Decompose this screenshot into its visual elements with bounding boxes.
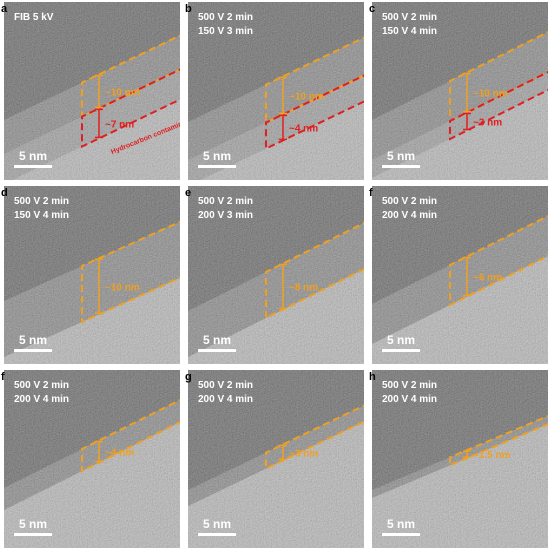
condition: 500 V 2 min — [198, 12, 253, 23]
measurement: ~3 nm — [473, 118, 502, 129]
scale-label: 5 nm — [387, 333, 415, 347]
dashed-band — [449, 414, 548, 467]
noise — [372, 186, 548, 364]
condition: 500 V 2 min — [14, 380, 69, 391]
measurement: ~7 nm — [105, 119, 134, 130]
panel: ~8 nm e 500 V 2 min 200 V 3 min 5 nm — [185, 186, 364, 364]
scale-bar — [198, 349, 236, 352]
scale-bar — [14, 165, 52, 168]
condition: 150 V 4 min — [382, 26, 437, 37]
condition: 200 V 4 min — [198, 394, 253, 405]
dashed-band — [81, 68, 180, 149]
scale-bar — [382, 533, 420, 536]
image: ~6 nm — [372, 186, 548, 364]
dashed-band — [81, 220, 180, 324]
measurement: ~4 nm — [105, 448, 134, 459]
condition: 200 V 4 min — [14, 394, 69, 405]
noise — [4, 370, 180, 548]
scale-bar — [198, 533, 236, 536]
panel-label: b — [185, 3, 192, 15]
scale-label: 5 nm — [387, 149, 415, 163]
scale-label: 5 nm — [19, 333, 47, 347]
condition: 500 V 2 min — [198, 380, 253, 391]
panel-label: d — [1, 187, 8, 199]
measurement: ~10 nm — [289, 91, 324, 102]
panel-label: c — [369, 3, 375, 15]
image: ~10 nm ~3 nm — [372, 2, 548, 180]
condition: 200 V 4 min — [382, 210, 437, 221]
condition: 200 V 4 min — [382, 394, 437, 405]
noise — [372, 2, 548, 180]
noise — [188, 370, 364, 548]
condition: 500 V 2 min — [14, 196, 69, 207]
dashed-band — [81, 34, 180, 119]
scale-label: 5 nm — [203, 149, 231, 163]
measurement: ~4 nm — [289, 123, 318, 134]
measurement: ~3 nm — [289, 448, 318, 459]
panel-label: h — [369, 371, 376, 383]
noise — [372, 370, 548, 548]
scale-bar — [198, 165, 236, 168]
panel: ~6 nm f 500 V 2 min 200 V 4 min 5 nm — [369, 186, 548, 364]
condition: 500 V 2 min — [198, 196, 253, 207]
panel-label: e — [185, 187, 191, 199]
measurement: ~6 nm — [473, 273, 502, 284]
noise — [4, 186, 180, 364]
image: ~4 nm — [4, 370, 180, 548]
measurement: ~1.5 nm — [473, 450, 511, 461]
panel: ~4 nm f 500 V 2 min 200 V 4 min 5 nm — [1, 370, 180, 548]
dashed-band — [265, 221, 364, 320]
condition: FIB 5 kV — [14, 12, 54, 23]
dashed-band — [449, 214, 548, 307]
dashed-band — [81, 398, 180, 473]
panel-label: g — [185, 371, 192, 383]
panel: ~1.5 nm h 500 V 2 min 200 V 4 min 5 nm — [369, 370, 548, 548]
scale-bar — [382, 165, 420, 168]
noise — [188, 186, 364, 364]
panel-label: f — [369, 187, 373, 199]
condition: 500 V 2 min — [382, 380, 437, 391]
scale-label: 5 nm — [203, 333, 231, 347]
condition: 150 V 3 min — [198, 26, 253, 37]
measurement: ~10 nm — [105, 87, 140, 98]
scale-bar — [382, 349, 420, 352]
condition: 500 V 2 min — [382, 196, 437, 207]
measurement: ~8 nm — [289, 283, 318, 294]
noise — [4, 2, 180, 180]
panel-label: a — [1, 3, 8, 15]
dashed-band — [449, 70, 548, 141]
image: ~3 nm — [188, 370, 364, 548]
scale-label: 5 nm — [19, 517, 47, 531]
panel: ~10 nm ~4 nm b 500 V 2 min 150 V 3 min 5 nm — [185, 2, 364, 180]
panel-label: f — [1, 371, 5, 383]
image: ~8 nm — [188, 186, 364, 364]
scale-bar — [14, 533, 52, 536]
scale-label: 5 nm — [203, 517, 231, 531]
dashed-band — [265, 74, 364, 151]
panel: ~10 nm d 500 V 2 min 150 V 4 min 5 nm — [1, 186, 180, 364]
image: ~10 nm — [4, 186, 180, 364]
image: ~1.5 nm — [372, 370, 548, 548]
scale-label: 5 nm — [19, 149, 47, 163]
scale-bar — [14, 349, 52, 352]
noise — [188, 2, 364, 180]
panel: ~10 nm ~3 nm c 500 V 2 min 150 V 4 min 5 nm — [369, 2, 548, 180]
condition: 500 V 2 min — [382, 12, 437, 23]
measurement: ~10 nm — [105, 282, 140, 293]
condition: 200 V 3 min — [198, 210, 253, 221]
panel: ~3 nm g 500 V 2 min 200 V 4 min 5 nm — [185, 370, 364, 548]
scale-label: 5 nm — [387, 517, 415, 531]
measurement: ~10 nm — [473, 89, 508, 100]
image: ~10 nm ~4 nm — [188, 2, 364, 180]
condition: 150 V 4 min — [14, 210, 69, 221]
dashed-band — [265, 404, 364, 471]
